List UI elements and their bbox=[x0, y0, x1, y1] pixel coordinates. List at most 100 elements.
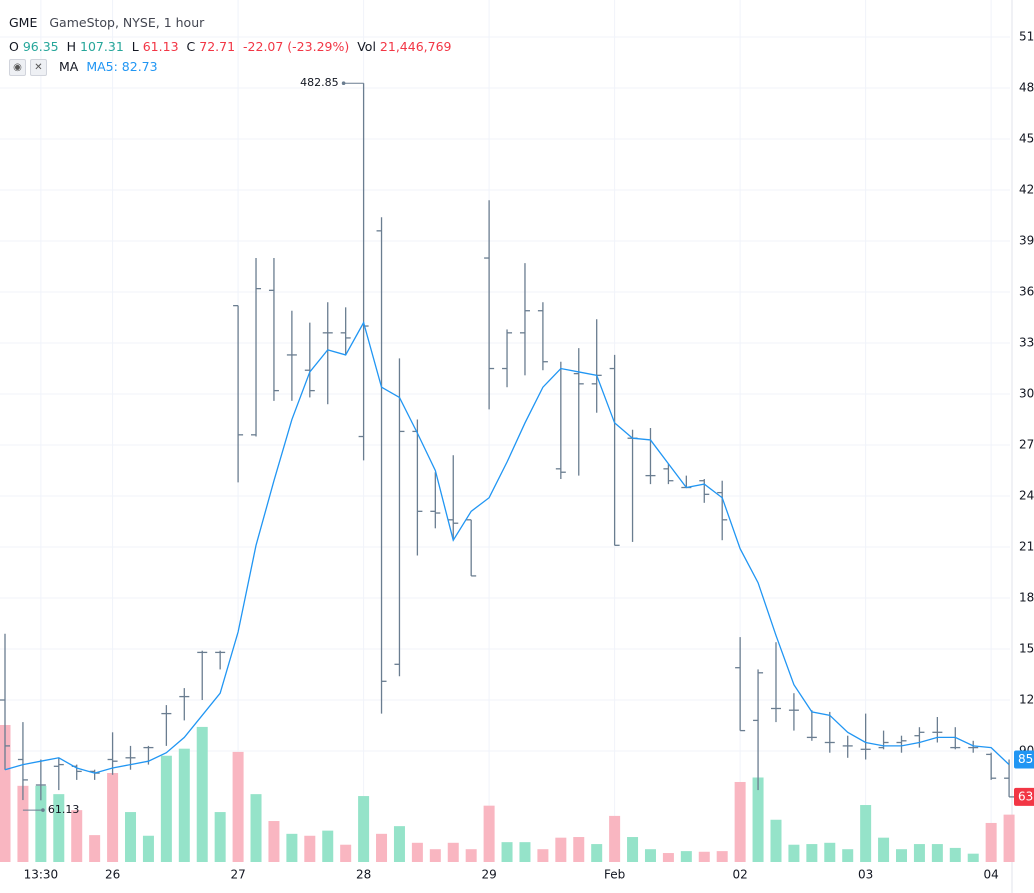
volume-bar bbox=[465, 849, 477, 862]
legend-label: O bbox=[9, 39, 19, 54]
ohlc-bar bbox=[914, 727, 925, 748]
ohlc-bar bbox=[663, 463, 674, 485]
ohlc-bar bbox=[502, 329, 513, 388]
y-tick-label: 51 bbox=[1019, 30, 1034, 44]
ohlc-bar bbox=[986, 752, 997, 780]
volume-bar bbox=[627, 837, 639, 862]
x-tick-label: 04 bbox=[984, 868, 999, 882]
legend-label: C bbox=[186, 39, 196, 54]
volume-bar bbox=[429, 849, 441, 862]
ohlc-bar bbox=[89, 769, 100, 780]
volume-bar bbox=[555, 837, 567, 862]
volume-bar bbox=[250, 794, 262, 862]
ma-line bbox=[4, 320, 1010, 774]
y-tick-label: 33 bbox=[1019, 336, 1034, 350]
ohlc-bar bbox=[609, 354, 620, 546]
ohlc-bar bbox=[735, 637, 746, 732]
y-tick-label: 12 bbox=[1019, 693, 1034, 707]
ohlc-bar bbox=[788, 693, 799, 731]
volume-label: Vol bbox=[357, 39, 376, 54]
y-tick-label: 48 bbox=[1019, 81, 1034, 95]
y-tick-label: 42 bbox=[1019, 183, 1034, 197]
legend-label: H bbox=[66, 39, 77, 54]
ohlc-bar bbox=[340, 307, 351, 355]
x-tick-label: 29 bbox=[481, 868, 496, 882]
volume-bar bbox=[142, 835, 154, 862]
volume-bar bbox=[985, 822, 997, 862]
volume-value: 21,446,769 bbox=[379, 39, 452, 54]
ohlc-bar bbox=[932, 717, 943, 743]
remove-icon[interactable]: ✕ bbox=[30, 59, 47, 76]
volume-bar bbox=[358, 796, 370, 862]
ohlc-bar bbox=[519, 263, 530, 376]
price-badge-label: 63 bbox=[1018, 789, 1033, 803]
volume-bar bbox=[860, 805, 872, 862]
indicator-legend: ◉ ✕ MA MA5: 82.73 bbox=[9, 59, 162, 76]
ohlc-bar bbox=[699, 479, 710, 503]
description: GameStop, NYSE, 1 hour bbox=[49, 15, 205, 30]
volume-bar bbox=[483, 805, 495, 862]
ohlc-bar bbox=[71, 764, 82, 780]
volume-bar bbox=[967, 853, 979, 862]
change: -22.07 (-23.29%) bbox=[243, 39, 350, 54]
ohlc-bar bbox=[717, 480, 728, 541]
volume-bar bbox=[931, 844, 943, 862]
volume-bar bbox=[591, 844, 603, 862]
price-badge bbox=[1014, 750, 1034, 769]
ohlc-bar bbox=[233, 304, 244, 483]
price-badge-label: 85 bbox=[1018, 752, 1033, 766]
ohlc-bar bbox=[35, 759, 46, 801]
volume-bar bbox=[878, 837, 890, 862]
y-tick-label: 21 bbox=[1019, 540, 1034, 554]
ohlc-bar bbox=[0, 633, 10, 770]
ohlc-bar bbox=[968, 740, 979, 753]
ohlc-bar bbox=[17, 722, 28, 801]
ohlc-bar bbox=[304, 322, 315, 398]
volume-bar bbox=[53, 794, 65, 862]
symbol: GME bbox=[9, 15, 38, 30]
x-tick-label: 13:30 bbox=[24, 868, 59, 882]
high-annotation: 482.85 bbox=[300, 76, 339, 89]
ohlc-bar bbox=[376, 217, 387, 714]
volume-bar bbox=[519, 842, 531, 862]
ohlc-bar bbox=[125, 745, 136, 770]
volume-bar bbox=[393, 826, 405, 862]
ohlc-bar bbox=[824, 711, 835, 753]
volume-bar bbox=[680, 851, 692, 862]
volume-bar bbox=[340, 844, 352, 862]
ohlc-bar bbox=[950, 727, 961, 750]
ohlc-bar bbox=[573, 348, 584, 476]
ohlc-bar bbox=[322, 302, 333, 405]
ohlc-bar bbox=[394, 358, 405, 677]
indicator-name: MA bbox=[58, 59, 79, 74]
ohlc-bar bbox=[161, 705, 172, 746]
ohlc-bar bbox=[268, 258, 279, 401]
ohlc-legend: O 96.35 H 107.31 L 61.13 C 72.71 -22.07 (-23… bbox=[9, 39, 456, 54]
x-tick-label: 27 bbox=[230, 868, 245, 882]
ohlc-bar bbox=[251, 258, 262, 437]
ohlc-bar bbox=[645, 428, 656, 485]
ohlc-bar bbox=[1004, 759, 1015, 798]
ohlc-bar bbox=[537, 302, 548, 371]
volume-bar bbox=[716, 851, 728, 862]
legend-value: 72.71 bbox=[199, 39, 236, 54]
volume-bar bbox=[752, 777, 764, 862]
y-tick-label: 27 bbox=[1019, 438, 1034, 452]
y-tick-label: 15 bbox=[1019, 642, 1034, 656]
volume-bar bbox=[913, 844, 925, 862]
volume-bar bbox=[196, 726, 208, 862]
ohlc-bar bbox=[681, 475, 692, 489]
ohlc-bar bbox=[860, 713, 871, 760]
legend-value: 96.35 bbox=[22, 39, 59, 54]
ohlc-bar bbox=[555, 361, 566, 480]
volume-bar bbox=[125, 812, 137, 862]
volume-bar bbox=[842, 849, 854, 862]
y-tick-label: 30 bbox=[1019, 387, 1034, 401]
y-tick-label: 45 bbox=[1019, 132, 1034, 146]
settings-icon[interactable]: ◉ bbox=[9, 59, 26, 76]
legend-value: 61.13 bbox=[142, 39, 179, 54]
volume-bar bbox=[537, 849, 549, 862]
x-tick-label: 03 bbox=[858, 868, 873, 882]
volume-bar bbox=[178, 748, 190, 862]
volume-bar bbox=[214, 812, 226, 862]
